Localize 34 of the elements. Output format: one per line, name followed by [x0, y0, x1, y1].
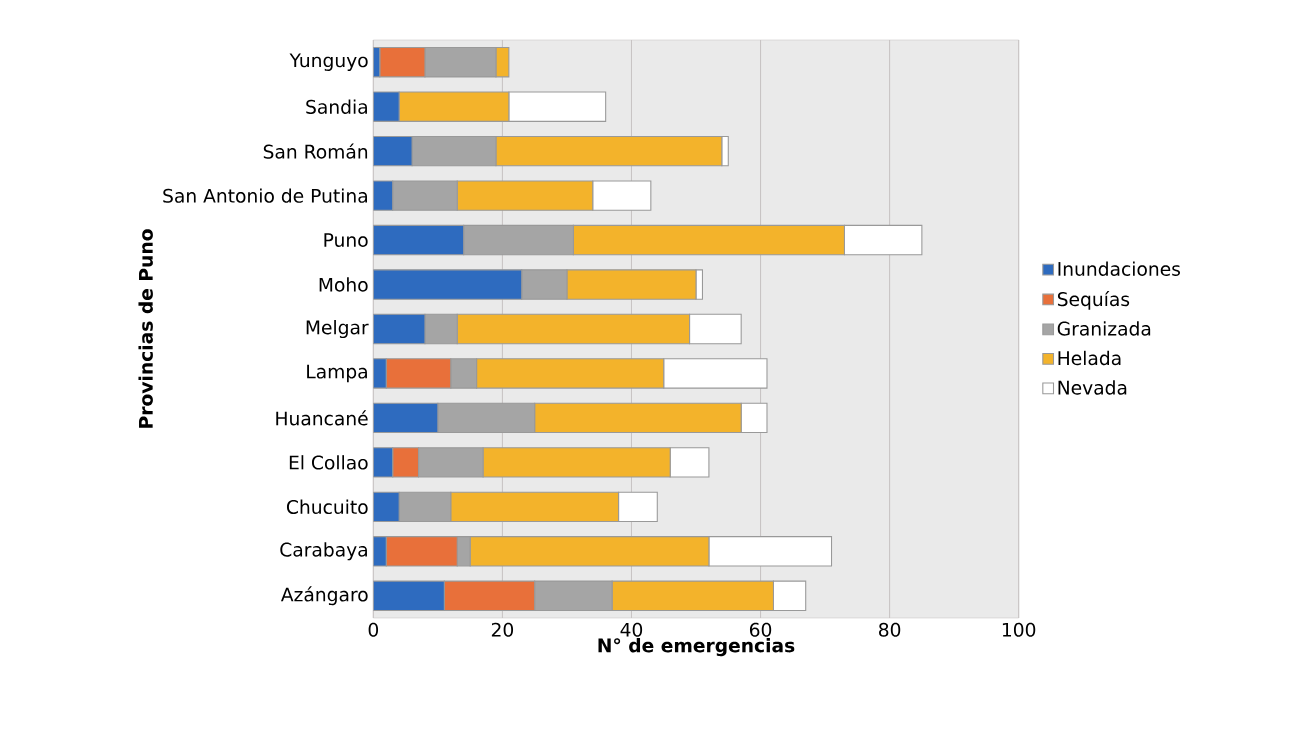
bar: [373, 91, 400, 122]
bar: [373, 269, 523, 300]
x-tick-label: 0: [368, 622, 379, 637]
x-tick-label: 40: [620, 622, 643, 637]
y-tick-label: Carabaya: [280, 542, 367, 561]
y-tick-label: Huancané: [276, 410, 368, 426]
bar: [373, 580, 445, 611]
legend-label: Inundaciones: [1058, 261, 1181, 276]
y-tick-label: Chucuito: [286, 499, 368, 515]
y-tick-label: Moho: [319, 277, 368, 292]
y-tick-label: Yunguyo: [289, 53, 368, 71]
x-tick-label: 80: [879, 622, 901, 637]
bar: [373, 491, 400, 523]
x-axis-title: N° de emergencias: [598, 637, 795, 657]
legend-label: Nevada: [1058, 380, 1127, 395]
y-tick-label: Lampa: [307, 364, 367, 383]
x-tick-label: 100: [1002, 622, 1036, 637]
y-tick-label: Azángaro: [280, 586, 368, 606]
bar: [373, 135, 413, 167]
legend-label: Helada: [1058, 350, 1121, 366]
legend-label: Granizada: [1057, 321, 1151, 336]
y-tick-label: Melgar: [306, 319, 369, 339]
y-tick-label: Sandia: [306, 99, 367, 114]
y-tick-label: San Antonio de Putina: [163, 188, 367, 203]
x-tick-label: 60: [749, 622, 772, 637]
bar: [373, 313, 426, 345]
bar: [373, 402, 439, 434]
bar: [373, 224, 465, 256]
x-tick-label: 20: [491, 622, 514, 637]
y-tick-label: San Román: [263, 143, 368, 159]
legend-label: Sequías: [1057, 291, 1130, 310]
y-tick-label: Puno: [324, 233, 368, 248]
y-tick-label: El Collao: [289, 455, 368, 470]
y-axis-title: Provincias de Puno: [138, 229, 153, 428]
